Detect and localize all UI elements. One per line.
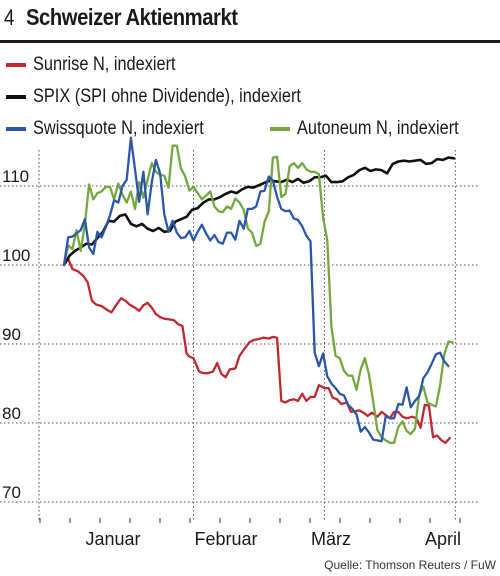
source-note: Quelle: Thomson Reuters / FuW — [324, 558, 496, 572]
series-line-3 — [62, 144, 454, 444]
legend-label-autoneum: Autoneum N, indexiert — [297, 118, 459, 139]
y-tick-label-80: 80 — [2, 404, 21, 423]
legend-label-spix: SPIX (SPI ohne Dividende), indexiert — [33, 86, 301, 107]
chart-number: 4 — [4, 5, 15, 30]
legend-item-autoneum: Autoneum N, indexiert — [270, 118, 485, 140]
series-line-1 — [62, 156, 456, 267]
legend-swatch-sunrise — [6, 63, 26, 67]
legend-item-sunrise: Sunrise N, indexiert — [6, 54, 199, 76]
legend-swatch-spix — [6, 95, 26, 99]
x-tick-label-0: Januar — [85, 529, 140, 549]
x-tick-label-3: April — [425, 529, 461, 549]
x-tick-label-2: März — [311, 529, 351, 549]
y-tick-label-90: 90 — [2, 325, 21, 344]
series-line-2 — [62, 136, 450, 443]
legend-label-swissquote: Swissquote N, indexiert — [33, 118, 204, 139]
legend-item-spix: SPIX (SPI ohne Dividende), indexiert — [6, 86, 345, 108]
header-rule — [0, 40, 500, 43]
legend-swatch-swissquote — [6, 127, 26, 131]
y-tick-label-70: 70 — [2, 483, 21, 502]
legend-item-swissquote: Swissquote N, indexiert — [6, 118, 232, 140]
legend-swatch-autoneum — [270, 127, 290, 131]
series-line-0 — [62, 257, 451, 444]
legend-label-sunrise: Sunrise N, indexiert — [33, 54, 176, 75]
chart-title: Schweizer Aktienmarkt — [26, 4, 238, 30]
y-tick-label-100: 100 — [2, 246, 30, 265]
x-tick-label-1: Februar — [194, 529, 257, 549]
chart-header: 4 Schweizer Aktienmarkt — [4, 4, 267, 38]
y-tick-label-110: 110 — [2, 167, 29, 186]
